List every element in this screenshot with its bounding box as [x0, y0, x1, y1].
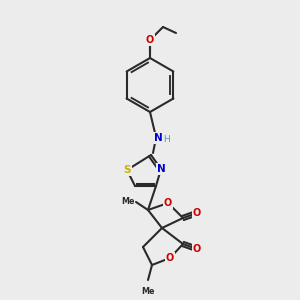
- Text: O: O: [193, 244, 201, 254]
- Text: N: N: [154, 133, 162, 143]
- Text: H: H: [164, 134, 170, 143]
- Text: O: O: [146, 35, 154, 45]
- Text: O: O: [193, 208, 201, 218]
- Text: N: N: [157, 164, 165, 174]
- Text: S: S: [123, 165, 131, 175]
- Text: Me: Me: [122, 197, 135, 206]
- Text: O: O: [166, 253, 174, 263]
- Text: O: O: [164, 198, 172, 208]
- Text: Me: Me: [141, 287, 155, 296]
